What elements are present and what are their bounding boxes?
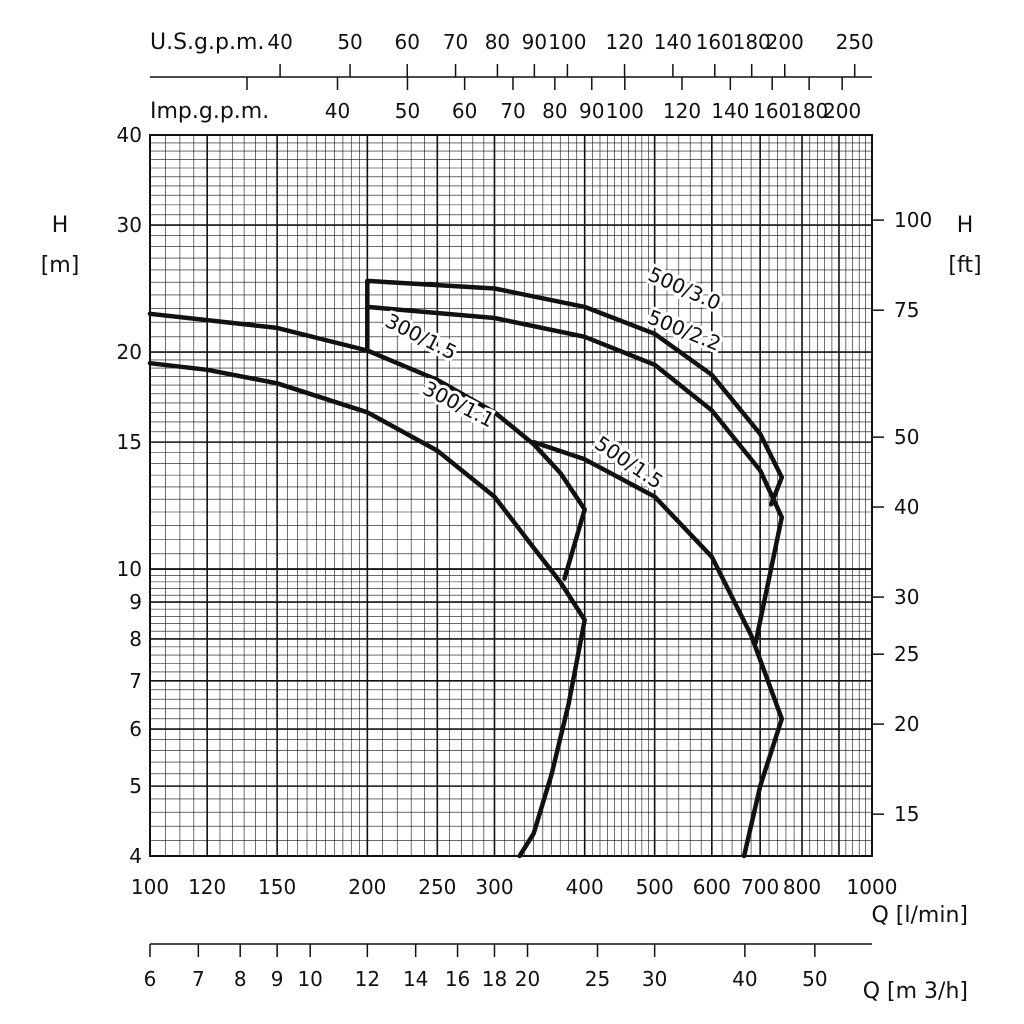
impgpm-tick-label-40: 40 [325,99,350,123]
curve-300-1-1 [147,360,587,859]
y-tick-label-m-5: 5 [129,774,142,798]
y-tick-label-ft-20: 20 [894,712,919,736]
impgpm-tick-label-100: 100 [606,99,644,123]
x-tick-label-lpm-700: 700 [741,875,779,899]
curve-500-3-0 [365,278,785,507]
usgpm-tick-label-40: 40 [267,30,292,54]
impgpm-tick-label-80: 80 [542,99,567,123]
x-tick-label-lpm-800: 800 [783,875,821,899]
usgpm-tick-label-80: 80 [485,30,510,54]
x-tick-label-lpm-1000: 1000 [847,875,898,899]
y-tick-label-m-4: 4 [129,844,142,868]
x-tick-label-lpm-300: 300 [475,875,513,899]
x-axis-label-lpm: Q [l/min] [872,903,969,928]
m3h-tick-label-30: 30 [642,967,667,991]
usgpm-tick-label-50: 50 [337,30,362,54]
impgpm-tick-label-140: 140 [711,99,749,123]
usgpm-tick-label-120: 120 [605,30,643,54]
y-tick-label-m-6: 6 [129,717,142,741]
series-curves [147,278,785,859]
impgpm-tick-label-90: 90 [579,99,604,123]
usgpm-tick-label-90: 90 [522,30,547,54]
x-tick-label-lpm-600: 600 [693,875,731,899]
m3h-tick-label-18: 18 [482,967,507,991]
y-tick-label-ft-25: 25 [894,642,919,666]
y-tick-label-ft-75: 75 [894,298,919,322]
m3h-tick-label-50: 50 [802,967,827,991]
m3h-tick-label-8: 8 [234,967,247,991]
x-tick-label-lpm-100: 100 [131,875,169,899]
m3h-tick-label-25: 25 [585,967,610,991]
impgpm-tick-label-120: 120 [663,99,701,123]
curve-label-300-1-1: 300/1.1 [419,376,498,432]
grid [149,134,873,857]
impgpm-axis-label: Imp.g.p.m. [150,99,269,124]
y-tick-label-ft-30: 30 [894,585,919,609]
x-tick-label-lpm-200: 200 [348,875,386,899]
y-tick-label-m-7: 7 [129,669,142,693]
impgpm-tick-label-200: 200 [823,99,861,123]
m3h-tick-label-12: 12 [355,967,380,991]
x-tick-label-lpm-500: 500 [636,875,674,899]
x-axis-label-m3h: Q [m 3/h] [863,979,968,1004]
m3h-tick-label-7: 7 [192,967,205,991]
y-tick-label-m-20: 20 [117,340,142,364]
m3h-tick-label-9: 9 [271,967,284,991]
usgpm-tick-label-60: 60 [394,30,419,54]
usgpm-tick-label-200: 200 [766,30,804,54]
y-tick-label-ft-40: 40 [894,495,919,519]
usgpm-tick-label-250: 250 [836,30,874,54]
x-tick-label-lpm-150: 150 [258,875,296,899]
m3h-tick-label-14: 14 [403,967,428,991]
y-tick-label-ft-100: 100 [894,208,932,232]
m3h-tick-label-16: 16 [445,967,470,991]
y-axis-label-ft-h: H [957,213,974,238]
impgpm-tick-label-180: 180 [790,99,828,123]
x-tick-label-lpm-250: 250 [418,875,456,899]
usgpm-tick-label-180: 180 [733,30,771,54]
y-tick-label-ft-50: 50 [894,425,919,449]
usgpm-tick-label-70: 70 [443,30,468,54]
curve-500-1-5 [531,439,785,859]
y-tick-label-m-10: 10 [117,557,142,581]
usgpm-axis-label: U.S.g.p.m. [150,30,264,55]
m3h-tick-label-20: 20 [515,967,540,991]
usgpm-tick-label-100: 100 [548,30,586,54]
m3h-tick-label-40: 40 [732,967,757,991]
impgpm-tick-label-50: 50 [395,99,420,123]
y-axis-label-m-unit: [m] [41,253,80,278]
y-tick-label-m-8: 8 [129,627,142,651]
y-tick-label-m-9: 9 [129,590,142,614]
y-axis-label-m-h: H [52,213,69,238]
x-tick-label-lpm-400: 400 [566,875,604,899]
y-tick-label-m-40: 40 [117,123,142,147]
curve-300-1-5 [147,311,587,581]
m3h-tick-label-10: 10 [297,967,322,991]
x-tick-label-lpm-120: 120 [188,875,226,899]
usgpm-tick-label-160: 160 [696,30,734,54]
impgpm-tick-label-70: 70 [500,99,525,123]
impgpm-tick-label-160: 160 [753,99,791,123]
impgpm-tick-label-60: 60 [452,99,477,123]
y-tick-label-m-30: 30 [117,213,142,237]
usgpm-tick-label-140: 140 [654,30,692,54]
y-tick-label-ft-15: 15 [894,802,919,826]
y-axis-label-ft-unit: [ft] [948,253,981,278]
y-tick-label-m-15: 15 [117,430,142,454]
plot-frame [149,134,873,857]
m3h-tick-label-6: 6 [144,967,157,991]
